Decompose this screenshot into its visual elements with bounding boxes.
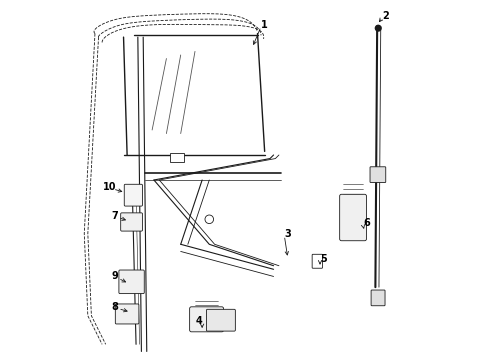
Circle shape <box>375 25 381 31</box>
Text: 10: 10 <box>102 182 116 192</box>
FancyBboxPatch shape <box>190 307 223 332</box>
Text: 5: 5 <box>320 253 327 264</box>
FancyBboxPatch shape <box>124 184 143 206</box>
Text: 1: 1 <box>261 19 268 30</box>
FancyBboxPatch shape <box>119 270 144 294</box>
Text: 2: 2 <box>383 11 390 21</box>
FancyBboxPatch shape <box>121 213 143 231</box>
FancyBboxPatch shape <box>312 254 322 268</box>
Text: 6: 6 <box>363 218 370 228</box>
Text: 8: 8 <box>111 302 118 312</box>
Text: 7: 7 <box>111 211 118 221</box>
FancyBboxPatch shape <box>370 167 386 183</box>
Text: 9: 9 <box>111 271 118 282</box>
Text: 3: 3 <box>285 229 291 239</box>
FancyBboxPatch shape <box>115 304 139 324</box>
FancyBboxPatch shape <box>206 309 235 331</box>
FancyBboxPatch shape <box>371 290 385 306</box>
FancyBboxPatch shape <box>340 194 367 241</box>
FancyBboxPatch shape <box>170 153 184 162</box>
Text: 4: 4 <box>195 316 202 326</box>
